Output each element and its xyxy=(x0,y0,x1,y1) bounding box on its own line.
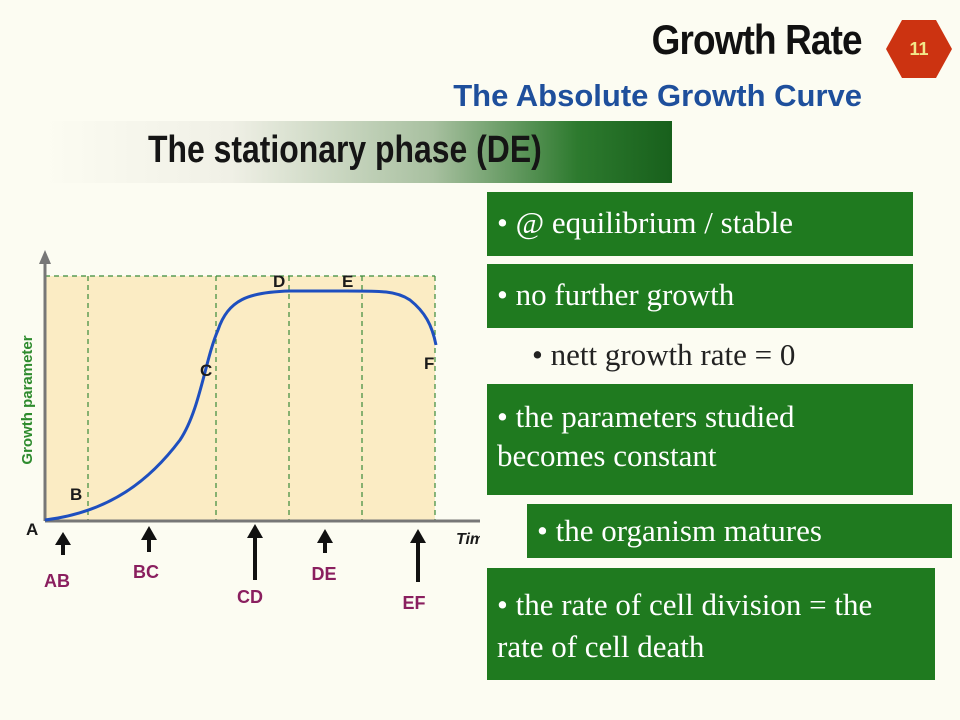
point-label-b: B xyxy=(70,485,82,504)
bullet-text: • the parameters studied becomes constan… xyxy=(497,399,795,473)
x-axis-label: Time xyxy=(456,531,480,548)
bullet-box-no-growth: • no further growth xyxy=(487,264,913,328)
phase-arrows xyxy=(55,524,426,582)
hexagon-badge-icon xyxy=(886,20,952,78)
bullet-box-equilibrium: • @ equilibrium / stable xyxy=(487,192,913,256)
slide-subtitle: The Absolute Growth Curve xyxy=(453,78,862,113)
phase-label-cd: CD xyxy=(237,587,263,607)
bullet-text: • no further growth xyxy=(497,277,735,312)
dashed-gridlines xyxy=(45,275,436,521)
bullet-text: • @ equilibrium / stable xyxy=(497,205,793,240)
slide-title: Growth Rate xyxy=(651,16,863,63)
bullet-text: • the organism matures xyxy=(537,513,822,548)
page-number: 11 xyxy=(909,38,929,59)
graph-axes xyxy=(39,250,480,523)
phase-label-de: DE xyxy=(311,564,336,584)
point-label-e: E xyxy=(342,272,353,291)
graph-plot-area xyxy=(45,276,435,521)
section-banner-title: The stationary phase (DE) xyxy=(148,129,542,171)
y-axis-label: Growth parameter xyxy=(19,335,36,464)
phase-label-bc: BC xyxy=(133,562,159,582)
point-label-a: A xyxy=(26,520,38,539)
page-number-badge: 11 xyxy=(885,18,953,80)
growth-curve-graph: Growth parameter Time A B C D E F AB BC … xyxy=(0,240,480,613)
bullet-text: • the rate of cell division = the rate o… xyxy=(497,587,873,664)
bullet-box-parameters: • the parameters studied becomes constan… xyxy=(487,384,913,495)
phase-label-ab: AB xyxy=(44,571,70,591)
growth-curve-line xyxy=(44,289,438,522)
phase-label-ef: EF xyxy=(402,593,425,613)
point-label-c: C xyxy=(200,361,212,380)
section-banner: The stationary phase (DE) xyxy=(42,121,672,183)
point-label-d: D xyxy=(273,272,285,291)
bullet-box-matures: • the organism matures xyxy=(527,504,952,558)
bullet-nett-growth: • nett growth rate = 0 xyxy=(532,337,796,372)
point-label-f: F xyxy=(424,354,434,373)
bullet-box-cell-division: • the rate of cell division = the rate o… xyxy=(487,568,935,680)
